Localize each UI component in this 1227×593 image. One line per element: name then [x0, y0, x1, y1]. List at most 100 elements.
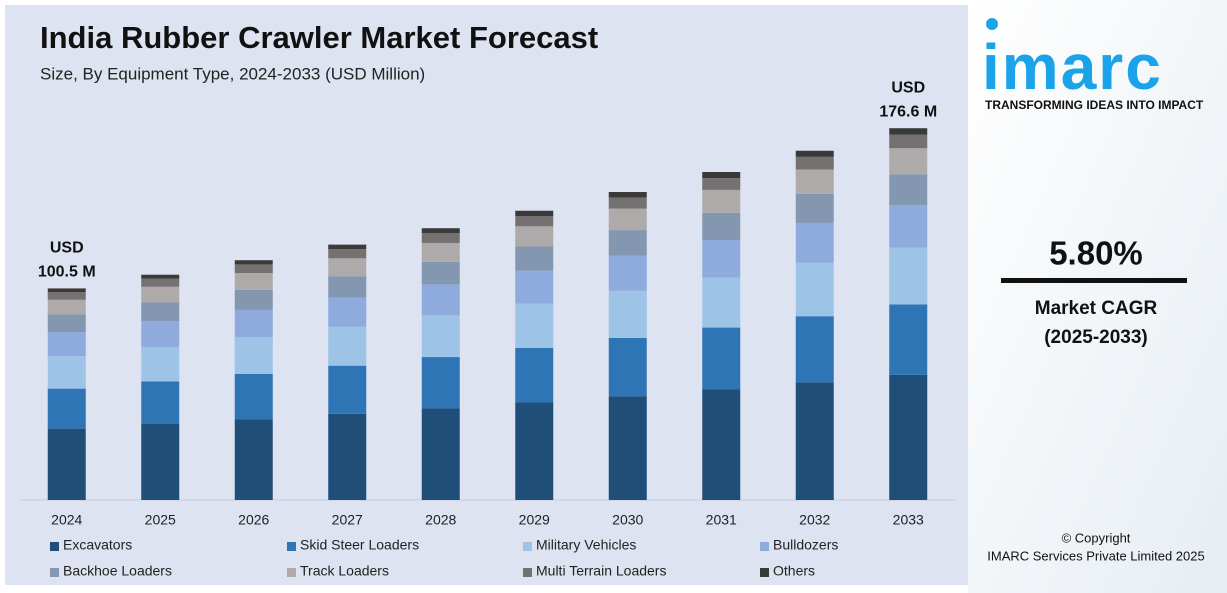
bar-segment	[328, 249, 367, 259]
side-panel	[968, 0, 1227, 593]
x-tick-label: 2032	[799, 512, 830, 528]
annotation: 176.6 M	[879, 103, 937, 120]
bar-segment	[608, 255, 647, 291]
bar-segment	[141, 346, 180, 382]
bar-segment	[795, 382, 834, 500]
bar-segment	[141, 286, 180, 303]
bar-segment	[608, 290, 647, 338]
bar-segment	[234, 309, 273, 338]
bar-segment	[702, 240, 741, 278]
bar-segment	[47, 314, 86, 332]
bar-segment	[47, 388, 86, 429]
bar-segment	[702, 189, 741, 213]
bar-segment	[795, 156, 834, 170]
bar-segment	[702, 327, 741, 390]
bar-segment	[234, 337, 273, 374]
bar-segment	[421, 228, 460, 234]
legend-label: Skid Steer Loaders	[300, 537, 419, 553]
bar-segment	[328, 244, 367, 250]
bar-segment	[328, 276, 367, 298]
bar-segment	[702, 178, 741, 190]
x-tick-label: 2030	[612, 512, 643, 528]
x-tick-label: 2027	[332, 512, 363, 528]
bar-segment	[421, 261, 460, 285]
bar-segment	[515, 226, 554, 247]
bar-segment	[515, 216, 554, 227]
logo: imarc	[982, 31, 1163, 103]
x-tick-label: 2029	[519, 512, 550, 528]
bar-segment	[328, 326, 367, 366]
bar-segment	[795, 169, 834, 194]
bar-segment	[421, 357, 460, 409]
bar-segment	[234, 273, 273, 290]
legend-swatch	[287, 568, 296, 577]
bar-segment	[608, 396, 647, 500]
annotation: 100.5 M	[38, 264, 96, 281]
bar-segment	[141, 321, 180, 347]
bar-segment	[515, 210, 554, 216]
bar-segment	[795, 316, 834, 383]
bar-segment	[328, 258, 367, 277]
bar-segment	[328, 297, 367, 327]
bar-segment	[141, 274, 180, 279]
bar-segment	[47, 292, 86, 300]
bar-segment	[702, 172, 741, 179]
bar-segment	[141, 278, 180, 287]
copyright: © Copyright	[1062, 530, 1131, 545]
x-tick-label: 2031	[706, 512, 737, 528]
bar-segment	[795, 193, 834, 223]
bar-segment	[608, 197, 647, 209]
bar-segment	[515, 303, 554, 348]
legend-label: Bulldozers	[773, 537, 838, 553]
bar-segment	[234, 260, 273, 265]
bar-segment	[889, 247, 928, 305]
annotation: USD	[50, 240, 84, 257]
bar-segment	[889, 148, 928, 175]
cagr-rule	[1001, 278, 1187, 283]
bar-segment	[515, 246, 554, 271]
bar-segment	[608, 208, 647, 231]
bar-segment	[889, 134, 928, 149]
bar-segment	[889, 205, 928, 248]
bar-segment	[889, 174, 928, 206]
legend-label: Military Vehicles	[536, 537, 636, 553]
bar-segment	[515, 270, 554, 304]
bar-segment	[328, 365, 367, 414]
x-tick-label: 2026	[238, 512, 269, 528]
bar-segment	[234, 264, 273, 274]
bar-segment	[608, 192, 647, 198]
logo-dot	[986, 18, 998, 30]
legend-swatch	[760, 542, 769, 551]
legend-swatch	[287, 542, 296, 551]
legend-label: Track Loaders	[300, 563, 389, 579]
bar-segment	[889, 304, 928, 375]
bar-segment	[141, 381, 180, 424]
company: IMARC Services Private Limited 2025	[987, 548, 1204, 563]
bar-segment	[47, 332, 86, 357]
legend-swatch	[50, 568, 59, 577]
bar-segment	[702, 389, 741, 500]
chart-title: India Rubber Crawler Market Forecast	[40, 20, 598, 55]
legend-label: Backhoe Loaders	[63, 563, 172, 579]
bar-segment	[702, 212, 741, 240]
chart-subtitle: Size, By Equipment Type, 2024-2033 (USD …	[40, 64, 425, 83]
bar-segment	[47, 356, 86, 389]
x-tick-label: 2028	[425, 512, 456, 528]
bar-segment	[515, 402, 554, 500]
bar-segment	[421, 233, 460, 243]
bar-segment	[795, 222, 834, 263]
bar-segment	[795, 150, 834, 157]
bar-segment	[889, 374, 928, 500]
cagr-label: Market CAGR	[1035, 298, 1158, 319]
legend-swatch	[523, 542, 532, 551]
bar-segment	[608, 230, 647, 256]
x-tick-label: 2033	[893, 512, 924, 528]
legend-swatch	[760, 568, 769, 577]
x-tick-label: 2024	[51, 512, 82, 528]
bar-segment	[795, 262, 834, 317]
legend-label: Multi Terrain Loaders	[536, 563, 666, 579]
bar-segment	[234, 289, 273, 310]
bar-segment	[141, 302, 180, 322]
legend-swatch	[523, 568, 532, 577]
